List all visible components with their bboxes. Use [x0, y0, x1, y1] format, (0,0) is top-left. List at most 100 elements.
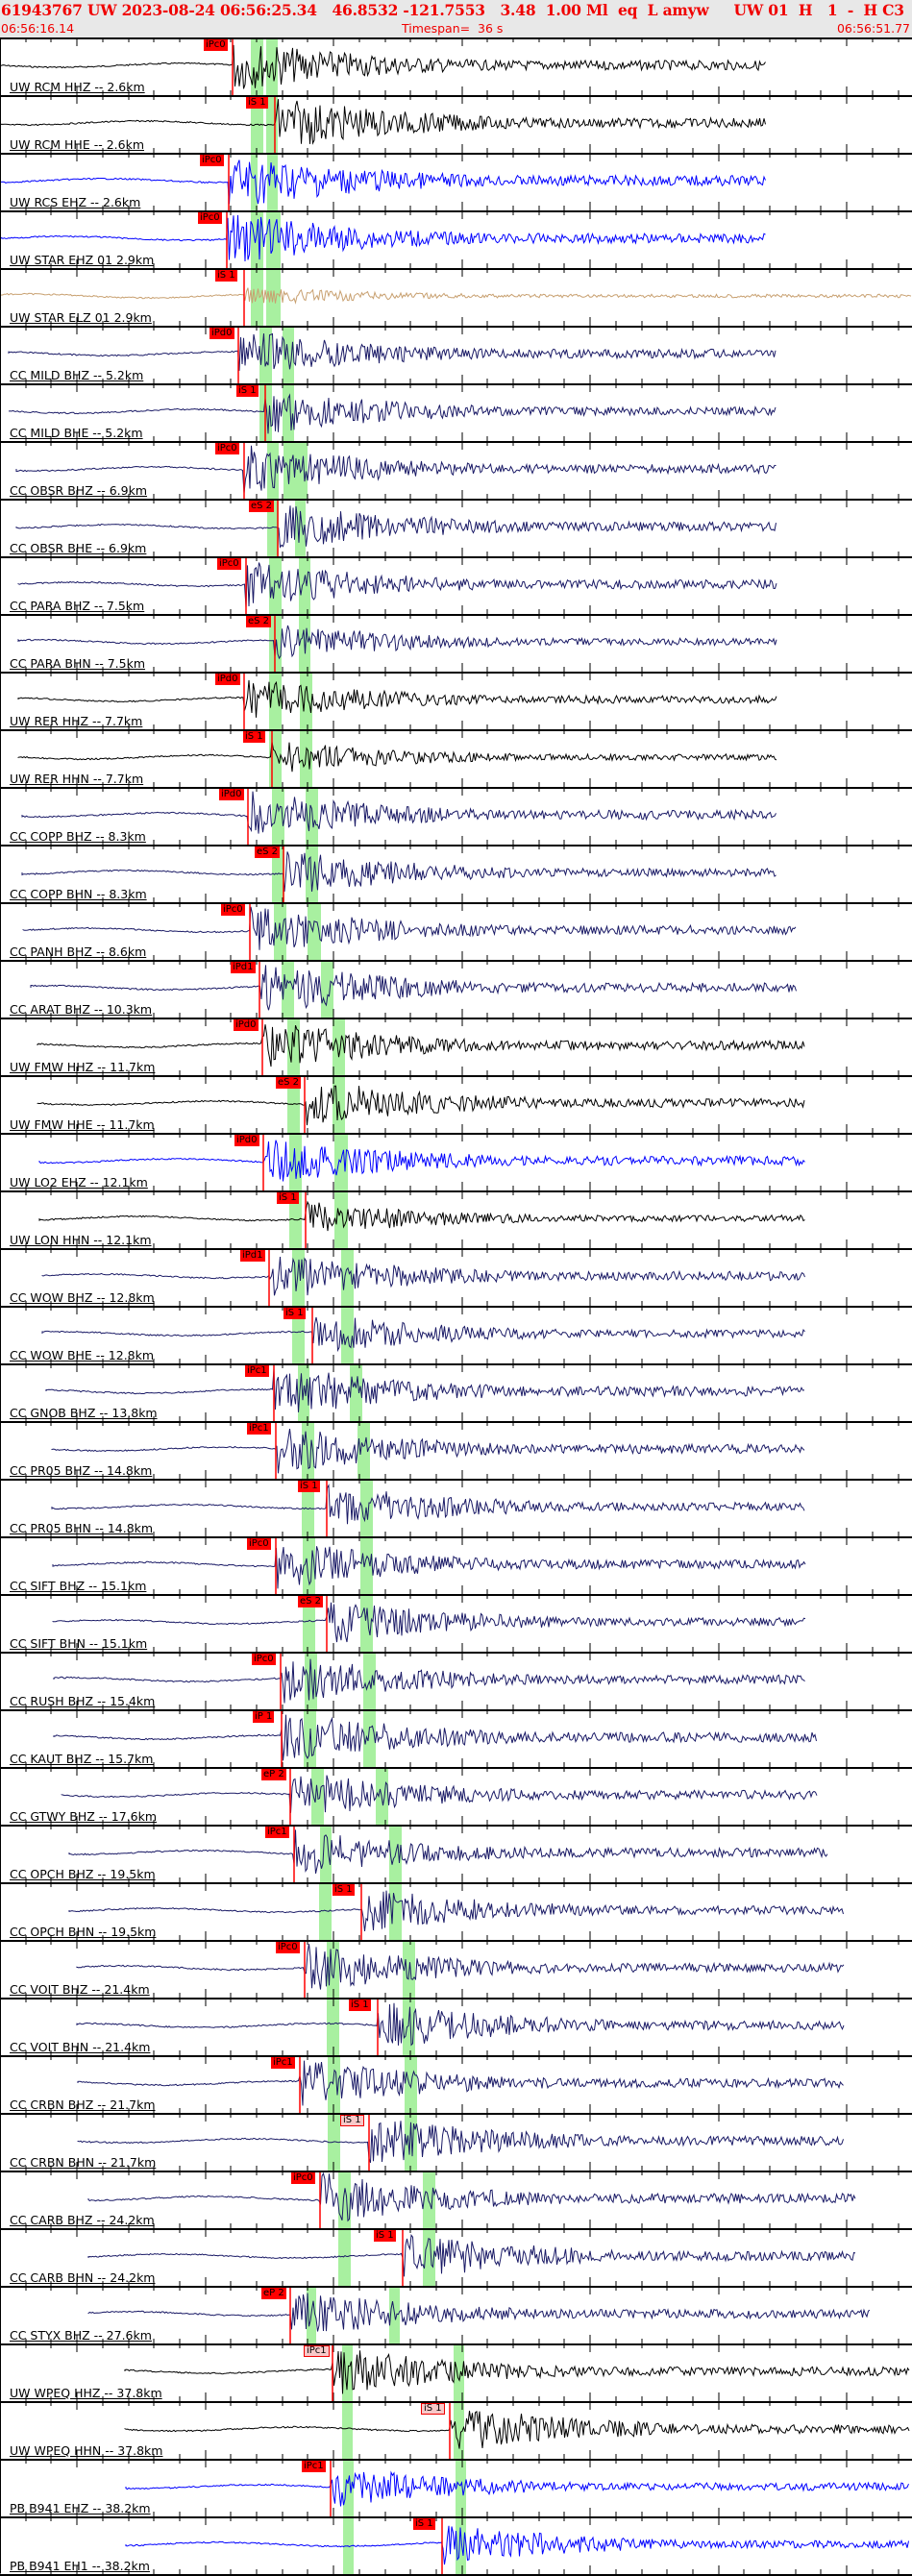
seismogram-trace[interactable] — [0, 2171, 912, 2228]
trace-row[interactable]: iPc0 UW RCS EHZ -- 2.6km — [0, 153, 912, 210]
pick-flag[interactable]: iPc1 — [304, 2345, 330, 2357]
seismogram-trace[interactable] — [0, 1133, 912, 1190]
pick-flag[interactable]: iPc0 — [276, 1942, 300, 1953]
pick-flag[interactable]: eS 2 — [246, 616, 272, 627]
pick-flag[interactable]: iPc0 — [198, 212, 222, 224]
seismogram-trace[interactable] — [0, 1421, 912, 1479]
pick-flag[interactable]: eP 2 — [261, 1769, 286, 1780]
pick-flag[interactable]: iPd0 — [234, 1019, 259, 1031]
trace-row[interactable]: iS 1 CC MILD BHE -- 5.2km — [0, 383, 912, 441]
trace-row[interactable]: iPd0 UW RER HHZ -- 7.7km — [0, 672, 912, 729]
pick-flag[interactable]: iPd0 — [219, 789, 244, 800]
trace-row[interactable]: iPc0 CC SIFT BHZ -- 15.1km — [0, 1536, 912, 1594]
seismogram-trace[interactable] — [0, 787, 912, 845]
waveform-panel[interactable]: iPc0 UW RCM HHZ -- 2.6km iS 1 UW RCM HHE --… — [0, 37, 912, 2576]
seismogram-trace[interactable] — [0, 153, 912, 210]
seismogram-trace[interactable] — [0, 37, 912, 95]
seismogram-trace[interactable] — [0, 1306, 912, 1363]
pick-flag[interactable]: iPc0 — [221, 904, 245, 916]
pick-flag[interactable]: iPc1 — [302, 2461, 326, 2472]
pick-flag[interactable]: iS 1 — [413, 2518, 435, 2530]
trace-row[interactable]: iPc0 UW STAR EHZ 01 2.9km — [0, 210, 912, 268]
trace-row[interactable]: iPd1 CC WOW BHZ -- 12.8km — [0, 1248, 912, 1306]
pick-flag[interactable]: iPc0 — [204, 39, 228, 51]
trace-row[interactable]: iS 1 CC VOIT BHN -- 21.4km — [0, 1998, 912, 2055]
seismogram-trace[interactable] — [0, 326, 912, 383]
seismogram-trace[interactable] — [0, 1536, 912, 1594]
pick-flag[interactable]: iS 1 — [349, 1999, 371, 2011]
seismogram-trace[interactable] — [0, 614, 912, 672]
trace-row[interactable]: iPd1 CC ARAT BHZ -- 10.3km — [0, 960, 912, 1018]
trace-row[interactable]: eP 2 CC GTWY BHZ -- 17.6km — [0, 1767, 912, 1825]
trace-row[interactable]: iPc1 UW WPEQ HHZ -- 37.8km — [0, 2343, 912, 2401]
pick-flag[interactable]: iS 1 — [333, 1884, 355, 1896]
trace-row[interactable]: iPd0 UW FMW HHZ -- 11.7km — [0, 1018, 912, 1075]
seismogram-trace[interactable] — [0, 2343, 912, 2401]
pick-flag[interactable]: iS 1 — [374, 2230, 396, 2242]
seismogram-trace[interactable] — [0, 845, 912, 902]
trace-row[interactable]: iS 1 UW RCM HHE -- 2.6km — [0, 95, 912, 153]
seismogram-trace[interactable] — [0, 1363, 912, 1421]
pick-flag[interactable]: iPd1 — [240, 1250, 265, 1262]
trace-row[interactable]: eP 2 CC STYX BHZ -- 27.6km — [0, 2286, 912, 2343]
seismogram-trace[interactable] — [0, 1594, 912, 1652]
seismogram-trace[interactable] — [0, 2459, 912, 2516]
trace-row[interactable]: iPc1 CC GNOB BHZ -- 13.8km — [0, 1363, 912, 1421]
seismogram-trace[interactable] — [0, 1190, 912, 1248]
trace-row[interactable]: iPc0 CC VOIT BHZ -- 21.4km — [0, 1940, 912, 1998]
seismogram-trace[interactable] — [0, 1940, 912, 1998]
pick-flag[interactable]: iS 1 — [215, 270, 237, 282]
seismogram-trace[interactable] — [0, 499, 912, 556]
seismogram-trace[interactable] — [0, 383, 912, 441]
trace-row[interactable]: iS 1 CC PR05 BHN -- 14.8km — [0, 1479, 912, 1536]
pick-flag[interactable]: iPc1 — [245, 1365, 269, 1377]
trace-row[interactable]: iS 1 CC OPCH BHN -- 19.5km — [0, 1882, 912, 1940]
trace-row[interactable]: iPc0 CC PARA BHZ -- 7.5km — [0, 556, 912, 614]
trace-row[interactable]: iS 1 CC CARB BHN -- 24.2km — [0, 2228, 912, 2286]
seismogram-trace[interactable] — [0, 729, 912, 787]
trace-row[interactable]: iS 1 CC WOW BHE -- 12.8km — [0, 1306, 912, 1363]
seismogram-trace[interactable] — [0, 210, 912, 268]
trace-row[interactable]: iS 1 UW LON HHN -- 12.1km — [0, 1190, 912, 1248]
seismogram-trace[interactable] — [0, 960, 912, 1018]
seismogram-trace[interactable] — [0, 1652, 912, 1709]
trace-row[interactable]: iP 1 CC KAUT BHZ -- 15.7km — [0, 1709, 912, 1767]
pick-flag[interactable]: iPc0 — [200, 155, 224, 166]
pick-flag[interactable]: eS 2 — [255, 846, 281, 858]
pick-flag[interactable]: eS 2 — [276, 1077, 302, 1089]
seismogram-trace[interactable] — [0, 1248, 912, 1306]
pick-flag[interactable]: iPd1 — [231, 962, 256, 973]
seismogram-trace[interactable] — [0, 1825, 912, 1882]
trace-row[interactable]: eS 2 UW FMW HHE -- 11.7km — [0, 1075, 912, 1133]
seismogram-trace[interactable] — [0, 1767, 912, 1825]
seismogram-trace[interactable] — [0, 2286, 912, 2343]
seismogram-trace[interactable] — [0, 1075, 912, 1133]
seismogram-trace[interactable] — [0, 2401, 912, 2459]
trace-row[interactable]: iPc0 CC PANH BHZ -- 8.6km — [0, 902, 912, 960]
pick-flag[interactable]: iPd0 — [234, 1135, 259, 1146]
pick-flag[interactable]: iPd0 — [215, 674, 240, 685]
seismogram-trace[interactable] — [0, 2055, 912, 2113]
seismogram-trace[interactable] — [0, 1709, 912, 1767]
pick-flag[interactable]: iS 1 — [421, 2403, 445, 2415]
pick-flag[interactable]: eS 2 — [249, 501, 275, 512]
trace-row[interactable]: iPc0 CC CARB BHZ -- 24.2km — [0, 2171, 912, 2228]
trace-row[interactable]: eS 2 CC OBSR BHE -- 6.9km — [0, 499, 912, 556]
trace-row[interactable]: iS 1 UW RER HHN -- 7.7km — [0, 729, 912, 787]
pick-flag[interactable]: iS 1 — [246, 97, 268, 109]
seismogram-trace[interactable] — [0, 672, 912, 729]
seismogram-trace[interactable] — [0, 902, 912, 960]
pick-flag[interactable]: iPc1 — [265, 1827, 289, 1838]
pick-flag[interactable]: iPc0 — [215, 443, 239, 454]
trace-row[interactable]: iPc1 CC OPCH BHZ -- 19.5km — [0, 1825, 912, 1882]
trace-row[interactable]: iPd0 CC COPP BHZ -- 8.3km — [0, 787, 912, 845]
trace-row[interactable]: iS 1 PB B941 EH1 -- 38.2km — [0, 2516, 912, 2574]
pick-flag[interactable]: iS 1 — [340, 2115, 364, 2126]
seismogram-trace[interactable] — [0, 268, 912, 326]
pick-flag[interactable]: iS 1 — [236, 385, 259, 397]
trace-row[interactable]: iPd0 CC MILD BHZ -- 5.2km — [0, 326, 912, 383]
trace-row[interactable]: iPc0 CC RUSH BHZ -- 15.4km — [0, 1652, 912, 1709]
trace-row[interactable]: eS 2 CC PARA BHN -- 7.5km — [0, 614, 912, 672]
pick-flag[interactable]: iPc0 — [291, 2172, 315, 2184]
trace-row[interactable]: iPd0 UW LO2 EHZ -- 12.1km — [0, 1133, 912, 1190]
